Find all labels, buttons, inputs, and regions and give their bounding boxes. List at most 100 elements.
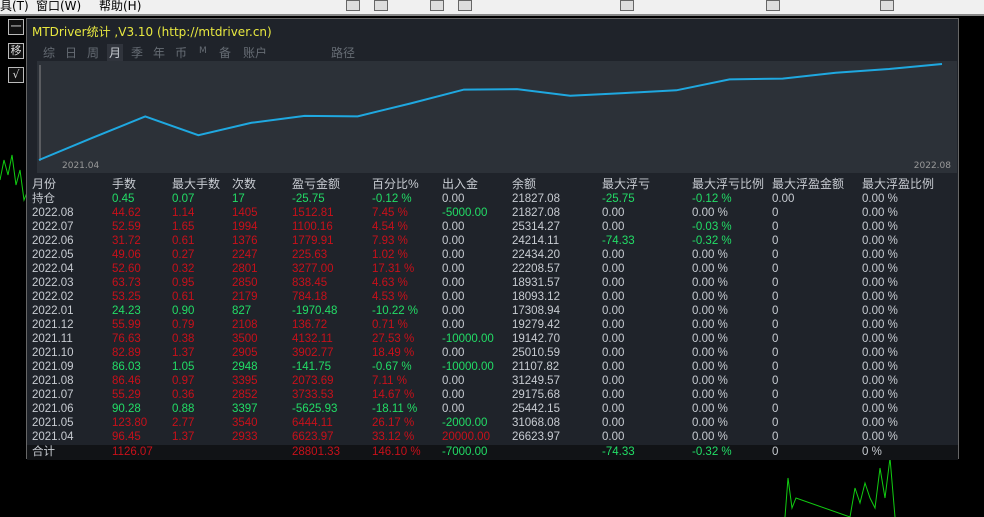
cell-3: 3540 [232,417,258,429]
cell-5: -0.67 % [372,361,412,373]
table-header[interactable]: 月份 手数 最大手数 次数 盈亏金额 百分比% 出入金 余额 最大浮亏 最大浮亏比例 最大浮盈金额 最… [27,177,958,191]
cell-6: 0.00 [442,193,465,205]
toolbar-icon[interactable] [458,0,472,11]
tab-currency[interactable]: 币 [175,46,188,60]
cell-3: 2247 [232,249,258,261]
cell-7: 18093.12 [512,291,560,303]
table-row[interactable]: 2022.02 53.25 0.61 2179 784.18 4.53 % 0.00 1809… [27,290,958,304]
table-row[interactable]: 2021.11 76.63 0.38 3500 4132.11 27.53 % -10000… [27,332,958,346]
tab-year[interactable]: 年 [153,46,166,60]
balance-chart: 2021.04 2022.08 [37,61,957,173]
cell-6: -5000.00 [442,207,488,219]
cell-9: 0.00 % [692,333,728,345]
cell-9: 0.00 % [692,207,728,219]
toolbar-icon[interactable] [346,0,360,11]
table-row[interactable]: 2022.05 49.06 0.27 2247 225.63 1.02 % 0.00 2243… [27,248,958,262]
tab-m[interactable]: M [199,46,207,56]
cell-7: 21827.08 [512,193,560,205]
cell-11: 0.00 % [862,431,898,443]
cell-4: 136.72 [292,319,328,331]
table-row[interactable]: 2022.08 44.62 1.14 1405 1512.81 7.45 % -5000.0… [27,206,958,220]
total-row[interactable]: 合计 1126.07 28801.33 146.10 % -7000.00 -74.33 -… [27,445,958,460]
cell-8: 0.00 [602,375,625,387]
minimize-button[interactable]: 一 [8,19,24,35]
table-row[interactable]: 2021.12 55.99 0.79 2108 136.72 0.71 % 0.00 1927… [27,318,958,332]
toolbar-icon[interactable] [430,0,444,11]
tab-month[interactable]: 月 [107,44,124,61]
cell-9: 最大浮亏比例 [692,177,765,191]
tab-note[interactable]: 备 [219,46,232,60]
cell-9: 0.00 % [692,375,728,387]
cell-5: 1.02 % [372,249,408,261]
cell-1: 123.80 [112,417,148,429]
cell-0: 2022.05 [32,249,74,261]
toolbar-icon[interactable] [766,0,780,11]
check-button[interactable]: √ [8,67,24,83]
cell-5: 4.53 % [372,291,408,303]
cell-6: 0.00 [442,221,465,233]
cell-9: 0.00 % [692,305,728,317]
cell-2: 0.38 [172,333,195,345]
cell-0: 2021.12 [32,319,74,331]
cell-7: 26623.97 [512,431,560,443]
table-row[interactable]: 2021.06 90.28 0.88 3397 -5625.93 -18.11 % 0.00… [27,402,958,416]
cell-4: 3277.00 [292,263,334,275]
table-row[interactable]: 2022.04 52.60 0.32 2801 3277.00 17.31 % 0.00 22… [27,262,958,276]
toolbar-icon[interactable] [374,0,388,11]
table-row[interactable]: 2021.04 96.45 1.37 2933 6623.97 33.12 % 20000.… [27,430,958,444]
cell-5: -10.22 % [372,305,419,317]
table-row[interactable]: 2021.05 123.80 2.77 3540 6444.11 26.17 % -2000… [27,416,958,430]
tab-summary[interactable]: 综 [43,46,56,60]
cell-1: 44.62 [112,207,141,219]
cell-11: 0.00 % [862,389,898,401]
cell-11: 0.00 % [862,403,898,415]
tab-season[interactable]: 季 [131,46,144,60]
table-row[interactable]: 2021.07 55.29 0.36 2852 3733.53 14.67 % 0.00 29… [27,388,958,402]
cell-3: 次数 [232,177,257,191]
cell-10: 0 [772,431,779,443]
table-row[interactable]: 2022.01 24.23 0.90 827 -1970.48 -10.22 % 0.00 1… [27,304,958,318]
table-row[interactable]: 2021.10 82.89 1.37 2905 3902.77 18.49 % 0.00 25… [27,346,958,360]
cell-3: 1405 [232,207,258,219]
move-button[interactable]: 移 [8,43,24,59]
cell-7: 21107.82 [512,361,560,373]
cell-6: 0.00 [442,375,465,387]
cell-1: 55.29 [112,389,141,401]
cell-2: 0.27 [172,249,195,261]
cell-8: 0.00 [602,249,625,261]
cell-8: 0.00 [602,389,625,401]
cell-9: 0.00 % [692,291,728,303]
cell-8: 0.00 [602,333,625,345]
toolbar-icon[interactable] [880,0,894,11]
cell-0: 2022.01 [32,305,74,317]
cell-4: 784.18 [292,291,328,303]
stats-panel: MTDriver统计 ,V3.10 (http://mtdriver.cn) 综… [26,18,959,460]
tab-day[interactable]: 日 [65,46,78,60]
cell-2: 1.37 [172,431,195,443]
cell-9: -0.03 % [692,221,732,233]
table-row[interactable]: 持仓 0.45 0.07 17 -25.75 -0.12 % 0.00 21827.08 -25… [27,192,958,206]
tab-account[interactable]: 账户 [243,46,268,60]
tab-path[interactable]: 路径 [331,46,356,60]
cell-4: 4132.11 [292,333,333,345]
menu-help[interactable]: 帮助(H) [99,0,142,13]
cell-4: 3902.77 [292,347,334,359]
tab-week[interactable]: 周 [87,46,100,60]
menu-window[interactable]: 窗口(W) [36,0,82,13]
cell-9: 0.00 % [692,361,728,373]
table-row[interactable]: 2021.08 86.46 0.97 3395 2073.69 7.11 % 0.00 312… [27,374,958,388]
cell-8: 0.00 [602,207,625,219]
cell-7: 31068.08 [512,417,560,429]
menu-tools[interactable]: 具(T) [0,0,29,13]
cell-0: 2021.09 [32,361,74,373]
table-row[interactable]: 2022.03 63.73 0.95 2850 838.45 4.63 % 0.00 1893… [27,276,958,290]
table-row[interactable]: 2021.09 86.03 1.05 2948 -141.75 -0.67 % -10000… [27,360,958,374]
cell-1: 55.99 [112,319,141,331]
cell-1: 90.28 [112,403,141,415]
cell-11: 0.00 % [862,305,898,317]
table-row[interactable]: 2022.07 52.59 1.65 1994 1100.16 4.54 % 0.00 253… [27,220,958,234]
toolbar-icon[interactable] [620,0,634,11]
table-row[interactable]: 2022.06 31.72 0.61 1376 1779.91 7.93 % 0.00 242… [27,234,958,248]
cell-2: 0.07 [172,193,195,205]
cell-4: 1779.91 [292,235,334,247]
